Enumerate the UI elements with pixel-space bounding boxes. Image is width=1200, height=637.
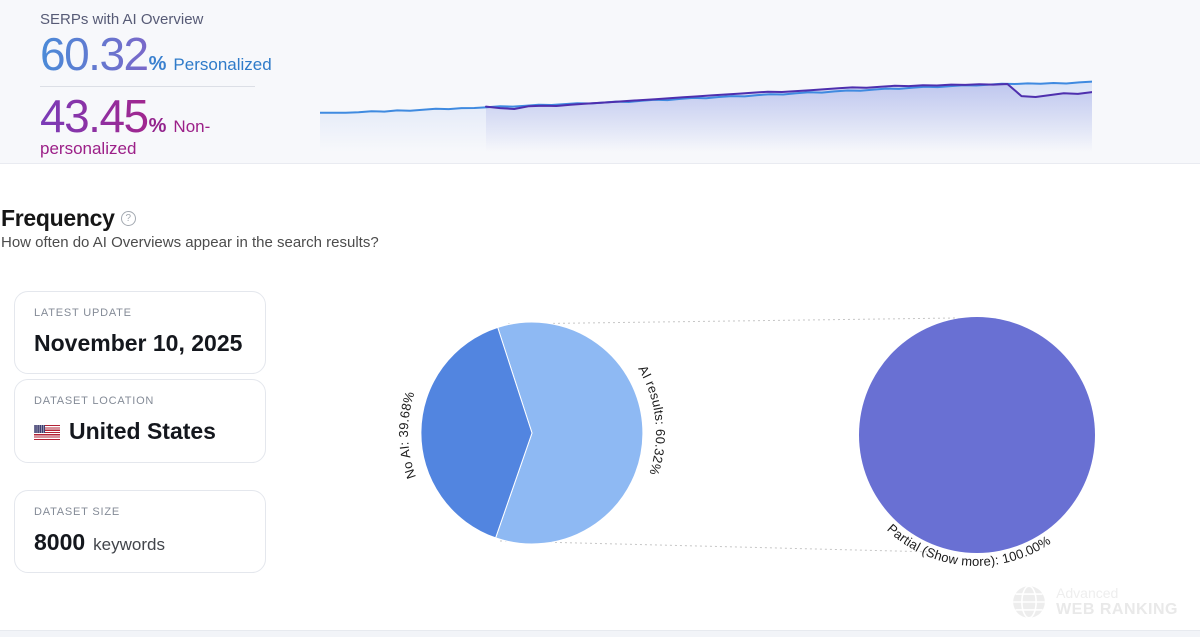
card-latest-update: LATEST UPDATE November 10, 2025 — [14, 291, 266, 375]
card-value: 8000 keywords — [34, 528, 246, 557]
frequency-subtitle: How often do AI Overviews appear in the … — [1, 234, 379, 251]
frequency-pie[interactable] — [420, 321, 644, 545]
card-dataset-location: DATASET LOCATION United States — [14, 379, 266, 463]
frequency-title-text: Frequency — [1, 205, 115, 231]
nonpersonalized-value: 43.45 — [40, 89, 149, 142]
personalized-label: Personalized — [173, 55, 272, 74]
watermark-text: Advanced WEB RANKING — [1056, 584, 1178, 619]
personalized-value: 60.32 — [40, 28, 149, 80]
frequency-title: Frequency? — [1, 205, 136, 232]
summary-divider — [40, 85, 255, 87]
personalized-percent-sign: % — [148, 53, 167, 75]
pie-slice-ai-results[interactable] — [494, 321, 644, 545]
nonpersonalized-percent-sign: % — [148, 114, 167, 137]
pie-slice-no-ai[interactable] — [420, 326, 533, 539]
watermark-line1: Advanced — [1056, 584, 1119, 601]
summary-title: SERPs with AI Overview — [40, 11, 204, 28]
us-flag-icon — [34, 424, 60, 440]
guide-line-top — [507, 317, 957, 325]
watermark-line2: WEB RANKING — [1056, 600, 1178, 618]
advanced-web-ranking-watermark: Advanced WEB RANKING — [1010, 583, 1178, 621]
sparkline-line-1 — [485, 83, 1092, 110]
card-label: DATASET SIZE — [34, 505, 121, 518]
dataset-size-suffix: keywords — [93, 534, 165, 554]
card-value: United States — [34, 417, 246, 446]
metric-nonpersonalized: 43.45% Non-personalized — [40, 89, 282, 158]
dataset-size-number: 8000 — [34, 528, 86, 555]
location-text: United States — [69, 418, 216, 445]
frequency-pie-charts: No AI: 39.68% AI results: 60.32% Partial… — [396, 317, 1095, 569]
help-icon[interactable]: ? — [120, 211, 136, 226]
globe-icon — [1013, 585, 1045, 619]
nonpersonalized-label: Non-personalized — [40, 116, 211, 158]
metric-personalized: 60.32% Personalized — [40, 31, 282, 78]
card-label: LATEST UPDATE — [34, 307, 132, 319]
info-cards: LATEST UPDATE November 10, 2025 DATASET … — [14, 291, 266, 574]
card-label: DATASET LOCATION — [34, 395, 155, 408]
pie-label-no-ai: No AI: 39.68% — [396, 389, 419, 480]
guide-line-bottom — [499, 540, 937, 553]
pie-slice-partial-show-more-[interactable] — [859, 317, 1095, 553]
summary-block: SERPs with AI Overview 60.32% Personalize… — [40, 11, 282, 158]
next-section-edge — [0, 630, 1200, 637]
summary-panel: SERPs with AI Overview 60.32% Personalize… — [0, 0, 1200, 164]
card-value: November 10, 2025 — [34, 330, 243, 356]
card-dataset-size: DATASET SIZE 8000 keywords — [14, 489, 266, 574]
trend-sparkline[interactable] — [320, 62, 1092, 152]
ai-results-breakdown-pie[interactable] — [859, 317, 1095, 553]
